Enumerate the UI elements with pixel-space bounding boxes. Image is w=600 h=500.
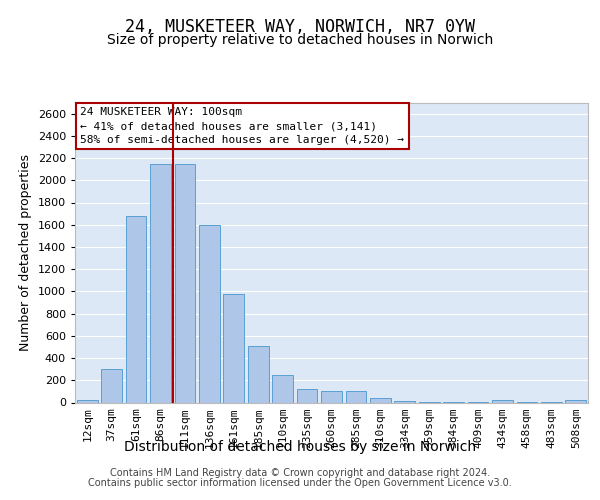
Bar: [272, 376, 293, 402]
Bar: [370, 398, 391, 402]
Text: Distribution of detached houses by size in Norwich: Distribution of detached houses by size …: [124, 440, 476, 454]
Text: 24, MUSKETEER WAY, NORWICH, NR7 0YW: 24, MUSKETEER WAY, NORWICH, NR7 0YW: [125, 18, 475, 36]
Text: Size of property relative to detached houses in Norwich: Size of property relative to detached ho…: [107, 33, 493, 47]
Y-axis label: Number of detached properties: Number of detached properties: [19, 154, 32, 351]
Bar: [175, 164, 196, 402]
Bar: [199, 224, 220, 402]
Bar: [321, 392, 342, 402]
Bar: [296, 389, 317, 402]
Text: Contains HM Land Registry data © Crown copyright and database right 2024.: Contains HM Land Registry data © Crown c…: [110, 468, 490, 477]
Bar: [492, 400, 513, 402]
Bar: [223, 294, 244, 403]
Bar: [125, 216, 146, 402]
Bar: [346, 392, 367, 402]
Bar: [248, 346, 269, 403]
Text: Contains public sector information licensed under the Open Government Licence v3: Contains public sector information licen…: [88, 478, 512, 488]
Bar: [565, 400, 586, 402]
Bar: [77, 400, 98, 402]
Bar: [101, 369, 122, 402]
Bar: [150, 164, 171, 402]
Bar: [394, 401, 415, 402]
Text: 24 MUSKETEER WAY: 100sqm
← 41% of detached houses are smaller (3,141)
58% of sem: 24 MUSKETEER WAY: 100sqm ← 41% of detach…: [80, 107, 404, 145]
